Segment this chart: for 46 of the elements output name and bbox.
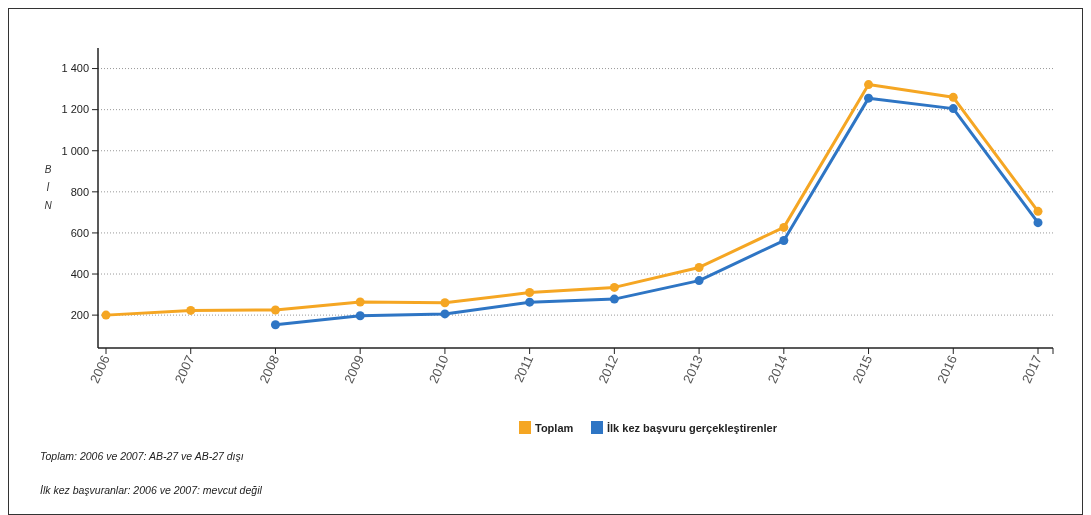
point (355, 297, 365, 307)
point (1033, 218, 1043, 228)
x-tick-label: 2010 (425, 352, 452, 386)
text: Toplam: 2006 ve 2007: AB-27 ve AB-27 dışı (40, 450, 244, 462)
y-axis-title: BİN (44, 164, 53, 211)
y-tick-label: 1 200 (61, 103, 89, 116)
point (948, 104, 958, 114)
point (440, 309, 450, 319)
point (270, 305, 280, 315)
x-tick-label: 2013 (679, 352, 706, 386)
text: İlk kez başvuranlar: 2006 ve 2007: mevcut değil (40, 484, 263, 496)
point (864, 80, 874, 90)
y-tick-label: 1 400 (61, 62, 89, 75)
x-tick-label: 2012 (595, 352, 622, 386)
y-tick-label: 200 (70, 308, 89, 321)
x-tick-label: 2017 (1018, 352, 1045, 386)
legend-label: Toplam (535, 421, 574, 434)
y-tick-label: 1 000 (61, 144, 89, 157)
point (440, 298, 450, 308)
point (948, 92, 958, 102)
legend-label: İlk kez başvuru gerçekleştirenler (607, 421, 778, 434)
point (525, 297, 535, 307)
x-tick-label: 2008 (256, 352, 283, 386)
x-tick-label: 2014 (764, 352, 791, 386)
point (779, 236, 789, 246)
point (1033, 206, 1043, 216)
point (609, 282, 619, 292)
point (186, 305, 196, 315)
point (270, 320, 280, 330)
point (694, 276, 704, 286)
x-tick-label: 2016 (934, 352, 960, 386)
y-tick-label: 800 (70, 185, 89, 198)
point (355, 311, 365, 321)
y-tick-label: 400 (70, 267, 89, 280)
x-tick-label: 2015 (849, 352, 876, 386)
point (101, 310, 111, 320)
y-tick-label: 600 (70, 226, 89, 239)
point (525, 288, 535, 298)
x-tick-label: 2007 (171, 352, 198, 386)
x-tick-label: 2006 (86, 352, 113, 386)
point (694, 262, 704, 272)
point (864, 93, 874, 103)
point (779, 222, 789, 232)
point (609, 294, 619, 304)
x-tick-label: 2009 (341, 352, 367, 386)
x-tick-label: 2011 (510, 352, 537, 385)
